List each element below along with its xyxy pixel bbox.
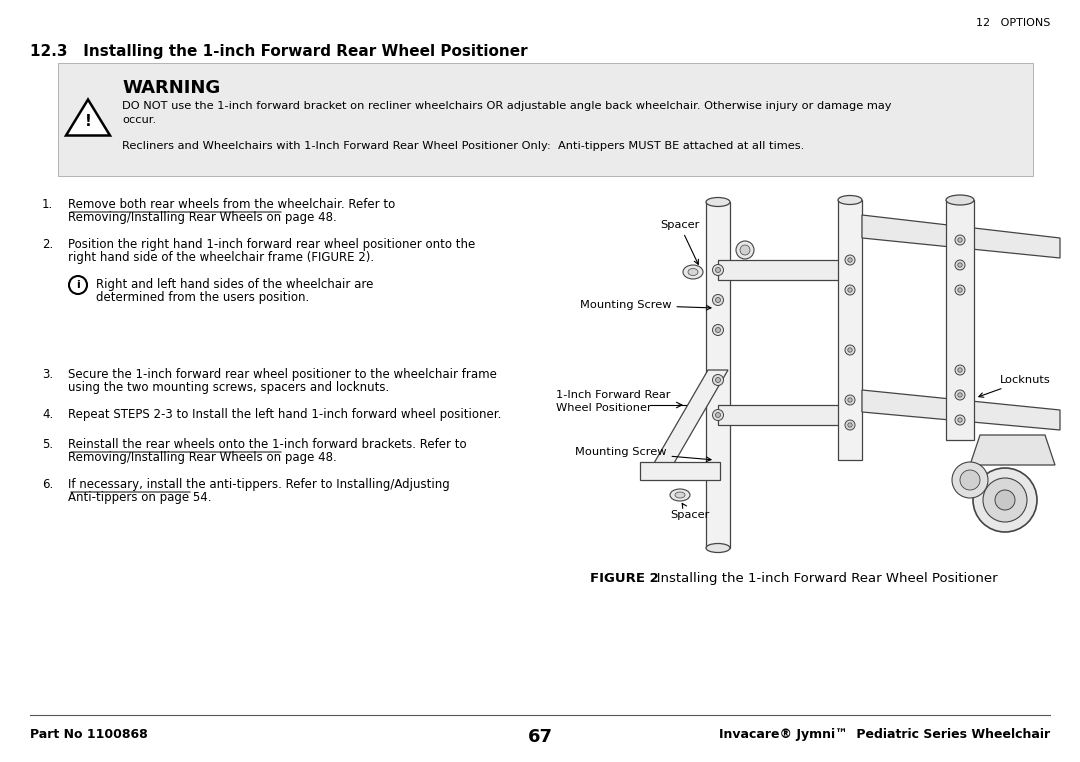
Ellipse shape [683, 265, 703, 279]
Circle shape [955, 285, 966, 295]
Polygon shape [66, 100, 110, 136]
Bar [640, 462, 720, 480]
Circle shape [958, 368, 962, 372]
Text: If necessary, install the anti-tippers. Refer to Installing/Adjusting: If necessary, install the anti-tippers. … [68, 478, 449, 491]
Circle shape [845, 285, 855, 295]
Circle shape [958, 288, 962, 292]
Text: Locknuts: Locknuts [978, 375, 1051, 397]
Text: Right and left hand sides of the wheelchair are: Right and left hand sides of the wheelch… [96, 278, 374, 291]
Text: Mounting Screw: Mounting Screw [575, 447, 711, 462]
Circle shape [973, 468, 1037, 532]
Circle shape [960, 470, 980, 490]
Circle shape [955, 415, 966, 425]
Text: 2.: 2. [42, 238, 53, 251]
Text: Position the right hand 1-inch forward rear wheel positioner onto the: Position the right hand 1-inch forward r… [68, 238, 475, 251]
Text: occur.: occur. [122, 115, 157, 125]
Circle shape [845, 395, 855, 405]
Bar [838, 200, 862, 460]
Bar [946, 200, 974, 440]
Bar [718, 405, 850, 425]
Text: Remove both rear wheels from the wheelchair. Refer to: Remove both rear wheels from the wheelch… [68, 198, 395, 211]
Ellipse shape [670, 489, 690, 501]
Text: 5.: 5. [42, 438, 53, 451]
Circle shape [713, 264, 724, 276]
Text: i: i [76, 280, 80, 290]
Circle shape [713, 294, 724, 306]
Text: Anti-tippers on page 54.: Anti-tippers on page 54. [68, 491, 212, 504]
Text: 1-Inch Forward Rear: 1-Inch Forward Rear [556, 390, 671, 400]
Text: !: ! [84, 114, 92, 129]
Text: 1.: 1. [42, 198, 53, 211]
Circle shape [955, 365, 966, 375]
Text: WARNING: WARNING [122, 79, 220, 97]
Text: Wheel Positioner: Wheel Positioner [556, 403, 651, 413]
Text: 4.: 4. [42, 408, 53, 421]
Circle shape [715, 412, 720, 418]
Circle shape [995, 490, 1015, 510]
Text: Removing/Installing Rear Wheels on page 48.: Removing/Installing Rear Wheels on page … [68, 451, 337, 464]
Ellipse shape [706, 543, 730, 552]
Circle shape [958, 238, 962, 242]
Polygon shape [862, 215, 1059, 258]
Circle shape [715, 377, 720, 383]
Circle shape [848, 288, 852, 292]
Text: Secure the 1-inch forward rear wheel positioner to the wheelchair frame: Secure the 1-inch forward rear wheel pos… [68, 368, 497, 381]
Circle shape [955, 260, 966, 270]
Text: 12   OPTIONS: 12 OPTIONS [975, 18, 1050, 28]
Circle shape [845, 345, 855, 355]
Text: Repeat STEPS 2-3 to Install the left hand 1-inch forward wheel positioner.: Repeat STEPS 2-3 to Install the left han… [68, 408, 501, 421]
Circle shape [955, 390, 966, 400]
Text: Spacer: Spacer [670, 504, 710, 520]
Ellipse shape [675, 492, 685, 498]
Polygon shape [650, 370, 728, 470]
Text: 3.: 3. [42, 368, 53, 381]
Polygon shape [862, 390, 1059, 430]
Ellipse shape [838, 196, 862, 204]
Circle shape [955, 235, 966, 245]
Circle shape [715, 328, 720, 332]
Bar [718, 260, 850, 280]
Circle shape [713, 409, 724, 421]
Text: Removing/Installing Rear Wheels on page 48.: Removing/Installing Rear Wheels on page … [68, 211, 337, 224]
Text: Reinstall the rear wheels onto the 1-inch forward brackets. Refer to: Reinstall the rear wheels onto the 1-inc… [68, 438, 467, 451]
Text: Spacer: Spacer [660, 220, 700, 264]
Circle shape [983, 478, 1027, 522]
Circle shape [848, 347, 852, 352]
Bar [706, 202, 730, 548]
Polygon shape [970, 435, 1055, 465]
Circle shape [951, 462, 988, 498]
Ellipse shape [706, 197, 730, 207]
Circle shape [845, 420, 855, 430]
Circle shape [735, 241, 754, 259]
Text: 6.: 6. [42, 478, 53, 491]
Text: right hand side of the wheelchair frame (FIGURE 2).: right hand side of the wheelchair frame … [68, 251, 374, 264]
Text: 67: 67 [527, 728, 553, 746]
Text: Recliners and Wheelchairs with 1-Inch Forward Rear Wheel Positioner Only:  Anti-: Recliners and Wheelchairs with 1-Inch Fo… [122, 141, 805, 151]
Circle shape [848, 398, 852, 402]
Circle shape [715, 297, 720, 303]
FancyBboxPatch shape [58, 63, 1032, 176]
Circle shape [740, 245, 750, 255]
Circle shape [848, 258, 852, 262]
Text: determined from the users position.: determined from the users position. [96, 291, 309, 304]
Circle shape [713, 325, 724, 335]
Circle shape [715, 267, 720, 273]
Text: Invacare® Jymni™  Pediatric Series Wheelchair: Invacare® Jymni™ Pediatric Series Wheelc… [719, 728, 1050, 741]
Circle shape [958, 263, 962, 267]
Circle shape [958, 418, 962, 422]
Text: Part No 1100868: Part No 1100868 [30, 728, 148, 741]
Circle shape [845, 255, 855, 265]
Ellipse shape [946, 195, 974, 205]
Circle shape [713, 374, 724, 386]
Text: Installing the 1-inch Forward Rear Wheel Positioner: Installing the 1-inch Forward Rear Wheel… [644, 572, 998, 585]
Text: Mounting Screw: Mounting Screw [580, 300, 711, 310]
Text: DO NOT use the 1-inch forward bracket on recliner wheelchairs OR adjustable angl: DO NOT use the 1-inch forward bracket on… [122, 101, 891, 111]
Circle shape [958, 392, 962, 397]
Circle shape [848, 423, 852, 427]
Text: FIGURE 2: FIGURE 2 [590, 572, 659, 585]
Text: 12.3   Installing the 1-inch Forward Rear Wheel Positioner: 12.3 Installing the 1-inch Forward Rear … [30, 44, 528, 59]
Text: using the two mounting screws, spacers and locknuts.: using the two mounting screws, spacers a… [68, 381, 389, 394]
Ellipse shape [688, 268, 698, 276]
